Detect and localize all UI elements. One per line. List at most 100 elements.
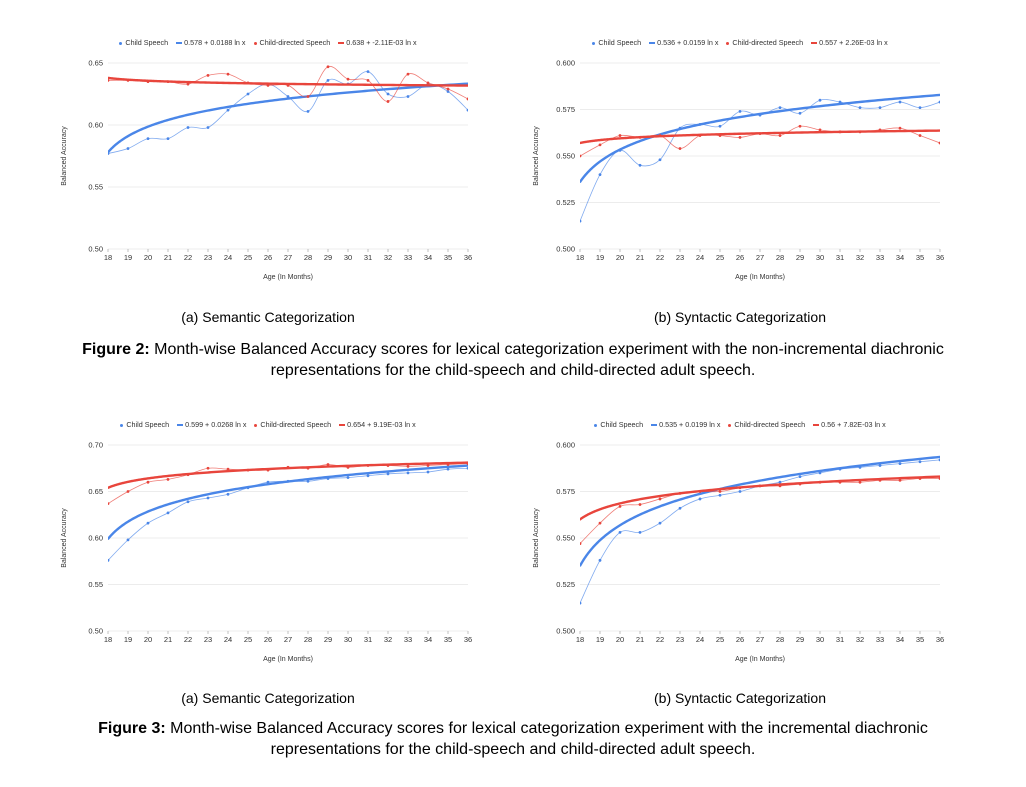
legend-series-2: Child-directed Speech (732, 38, 804, 47)
x-tick-label: 23 (204, 635, 212, 644)
x-tick-label: 22 (184, 635, 192, 644)
data-point (798, 124, 802, 128)
data-point (598, 143, 602, 147)
data-point (778, 480, 782, 484)
x-tick-label: 32 (384, 635, 392, 644)
x-tick-label: 33 (404, 253, 412, 262)
x-tick-label: 30 (816, 635, 824, 644)
data-point (898, 478, 902, 482)
x-tick-label: 26 (264, 635, 272, 644)
chart-svg: 0.50 0.55 0.60 0.65 0.70 18 19 20 21 22 23 24 25 26 27… (61, 441, 472, 664)
y-tick-label: 0.500 (556, 627, 575, 636)
y-tick-label: 0.50 (88, 245, 103, 254)
x-tick-label: 35 (916, 635, 924, 644)
x-tick-label: 32 (856, 635, 864, 644)
legend-trend-2: 0.56 + 7.82E-03 ln x (821, 420, 886, 429)
legend-series-2: Child-directed Speech (734, 420, 806, 429)
x-tick-label: 27 (756, 635, 764, 644)
data-point (186, 500, 190, 504)
legend-trend-2: 0.557 + 2.26E-03 ln x (819, 38, 888, 47)
y-axis-label: Balanced Accuracy (61, 508, 68, 568)
data-point (126, 538, 130, 542)
x-tick-label: 28 (304, 253, 312, 262)
caption-fig2b: (b) Syntactic Categorization (654, 309, 826, 325)
data-point (678, 506, 682, 510)
data-point (206, 74, 210, 77)
x-tick-label: 35 (916, 253, 924, 262)
x-tick-label: 29 (324, 635, 332, 644)
chart-fig2a: Child Speech 0.578 + 0.0188 ln x Child-d… (56, 30, 480, 296)
trendline-2 (580, 475, 940, 521)
data-point (818, 128, 822, 132)
data-point (366, 474, 370, 478)
data-point (226, 108, 230, 112)
y-tick-label: 0.60 (88, 534, 103, 543)
x-tick-label: 18 (104, 253, 112, 262)
figure-3-label: Figure 3: (98, 720, 166, 737)
data-point (466, 108, 468, 112)
data-point (580, 219, 582, 223)
data-point (446, 90, 450, 93)
x-tick-label: 23 (676, 635, 684, 644)
data-point (738, 490, 742, 493)
data-point (108, 558, 110, 562)
x-tick-label: 26 (264, 253, 272, 262)
trendline-1 (580, 93, 940, 183)
data-point (638, 531, 642, 534)
data-point (286, 95, 290, 98)
x-axis-label: Age (In Months) (263, 274, 313, 281)
data-point (918, 106, 922, 110)
data-point (446, 87, 450, 91)
data-point (306, 95, 310, 98)
x-tick-label: 24 (224, 253, 232, 262)
x-tick-label: 36 (936, 635, 944, 644)
plot-area (580, 93, 940, 223)
x-tick-label: 31 (836, 635, 844, 644)
data-point (718, 493, 722, 497)
x-tick-label: 32 (384, 253, 392, 262)
figure-2-caption: Figure 2: Month-wise Balanced Accuracy s… (0, 339, 1026, 381)
y-tick-label: 0.70 (88, 441, 103, 450)
data-point (108, 502, 110, 505)
data-point (366, 78, 370, 82)
x-tick-label: 19 (124, 253, 132, 262)
trendline-2 (108, 76, 468, 87)
x-tick-label: 30 (816, 253, 824, 262)
x-tick-label: 22 (184, 253, 192, 262)
data-point (426, 470, 430, 474)
data-point (446, 467, 450, 471)
data-point (226, 492, 230, 496)
data-point (658, 497, 662, 501)
data-point (778, 106, 782, 110)
x-axis-label: Age (In Months) (735, 656, 785, 663)
y-tick-label: 0.550 (556, 152, 575, 161)
chart-svg: 0.50 0.55 0.60 0.65 18 19 20 21 22 23 24 25 26 27 28 29… (61, 59, 472, 282)
data-point (778, 134, 782, 137)
legend-series-2: Child-directed Speech (259, 38, 331, 47)
x-tick-label: 19 (596, 635, 604, 644)
x-tick-label: 32 (856, 253, 864, 262)
legend: Child Speech 0.578 + 0.0188 ln x Child-d… (56, 38, 480, 47)
data-point (718, 490, 722, 493)
data-point (326, 65, 330, 69)
x-axis-label: Age (In Months) (263, 656, 313, 663)
x-tick-label: 30 (344, 635, 352, 644)
x-tick-label: 27 (756, 253, 764, 262)
x-tick-label: 31 (364, 253, 372, 262)
x-tick-label: 36 (936, 253, 944, 262)
data-point (226, 467, 230, 471)
y-tick-label: 0.525 (556, 198, 575, 207)
chart-svg: 0.500 0.525 0.550 0.575 0.600 18 19 20 21 22 23 24 2… (533, 441, 944, 664)
x-tick-label: 28 (776, 253, 784, 262)
data-point (738, 109, 742, 113)
data-point (918, 460, 922, 464)
figure-3-text: Month-wise Balanced Accuracy scores for … (170, 720, 928, 737)
data-point (738, 136, 742, 139)
data-point (386, 472, 390, 476)
data-point (206, 466, 210, 470)
x-tick-label: 29 (324, 253, 332, 262)
data-point (858, 480, 862, 484)
x-tick-label: 18 (576, 635, 584, 644)
plot-area (108, 461, 468, 562)
x-tick-label: 25 (244, 253, 252, 262)
